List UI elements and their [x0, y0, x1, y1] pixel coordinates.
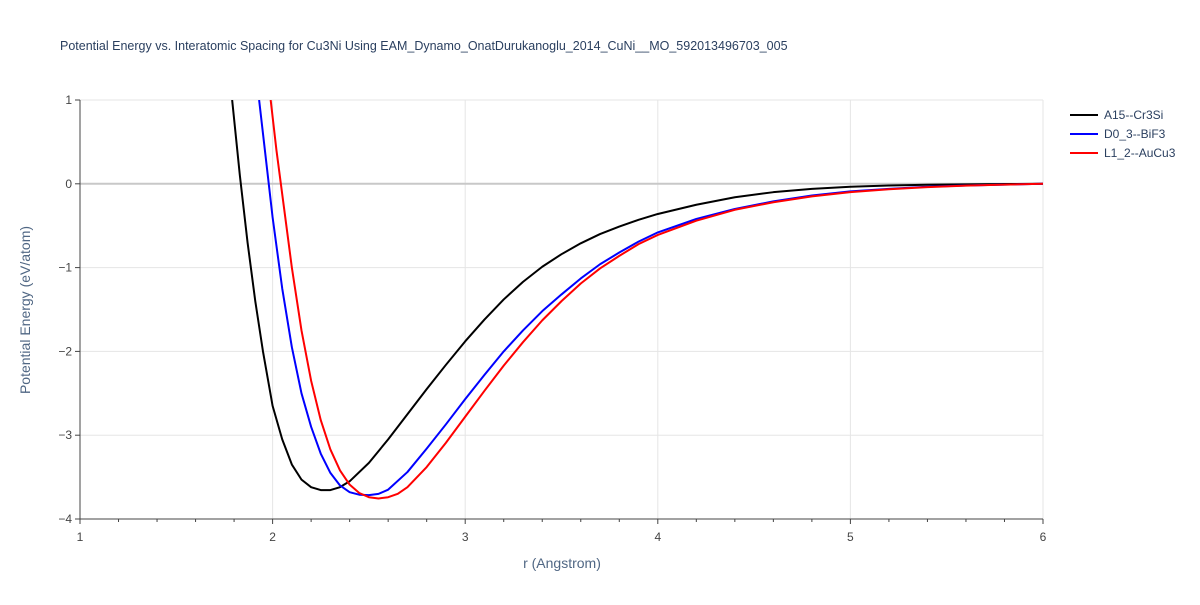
y-tick-label: 0: [65, 177, 72, 191]
chart-title: Potential Energy vs. Interatomic Spacing…: [60, 39, 788, 53]
x-tick-label: 5: [847, 530, 854, 544]
tick-labels: 1 2 3 4 5 6 1 0 −1 −2 −3 −4: [58, 93, 1046, 544]
x-tick-label: 2: [269, 530, 276, 544]
y-tick-label: 1: [65, 93, 72, 107]
y-tick-label: −4: [58, 512, 72, 526]
y-tick-label: −1: [58, 261, 72, 275]
y-axis-title: Potential Energy (eV/atom): [17, 226, 33, 394]
x-axis-title: r (Angstrom): [523, 555, 601, 571]
x-tick-label: 1: [77, 530, 84, 544]
legend-item[interactable]: D0_3--BiF3: [1070, 127, 1166, 141]
y-tick-label: −3: [58, 428, 72, 442]
legend[interactable]: A15--Cr3Si D0_3--BiF3 L1_2--AuCu3: [1070, 108, 1176, 160]
x-tick-label: 3: [462, 530, 469, 544]
legend-item[interactable]: A15--Cr3Si: [1070, 108, 1163, 122]
legend-item[interactable]: L1_2--AuCu3: [1070, 146, 1176, 160]
y-tick-label: −2: [58, 344, 72, 358]
axes: [75, 99, 1044, 524]
x-tick-label: 4: [654, 530, 661, 544]
legend-label: L1_2--AuCu3: [1104, 146, 1176, 160]
series-lines: [231, 100, 1043, 500]
series-line-l1-2-aucu3: [269, 100, 1043, 500]
legend-label: A15--Cr3Si: [1104, 108, 1163, 122]
legend-label: D0_3--BiF3: [1104, 127, 1166, 141]
x-tick-label: 6: [1040, 530, 1047, 544]
series-line-a15-cr3si: [231, 100, 1043, 492]
